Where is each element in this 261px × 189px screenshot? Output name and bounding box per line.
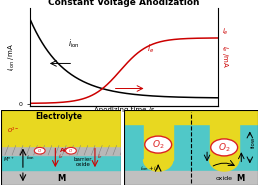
Text: barrier
oxide: barrier oxide xyxy=(74,157,92,167)
Text: M: M xyxy=(236,174,244,183)
Text: M: M xyxy=(57,174,66,183)
Bar xyxy=(1,110,121,146)
Text: Electrolyte: Electrolyte xyxy=(35,112,82,121)
Text: $O$: $O$ xyxy=(68,147,74,154)
Text: $i_e$: $i_e$ xyxy=(97,152,103,161)
Bar xyxy=(124,110,258,124)
Ellipse shape xyxy=(211,139,238,156)
Text: oxide: oxide xyxy=(216,176,233,181)
Bar xyxy=(1,155,121,170)
Text: $i_{\mathrm{ion}}+i_e$: $i_{\mathrm{ion}}+i_e$ xyxy=(140,164,159,173)
Text: $i_e$: $i_e$ xyxy=(146,43,154,55)
Wedge shape xyxy=(210,160,239,171)
Ellipse shape xyxy=(66,147,76,154)
Text: $O$: $O$ xyxy=(37,147,42,154)
Ellipse shape xyxy=(145,136,172,153)
X-axis label: Anodizing time /s: Anodizing time /s xyxy=(94,107,154,112)
Y-axis label: $i_{\mathrm{ion}}$ /mA: $i_{\mathrm{ion}}$ /mA xyxy=(7,43,17,70)
Bar xyxy=(144,124,173,160)
Title: Constant Voltage Anodization: Constant Voltage Anodization xyxy=(48,0,200,8)
Y-axis label: $i_e$ /mA: $i_e$ /mA xyxy=(219,45,229,68)
Text: flow: flow xyxy=(251,137,256,148)
Text: $i_{\mathrm{ion}}$: $i_{\mathrm{ion}}$ xyxy=(26,153,35,162)
Ellipse shape xyxy=(34,147,45,154)
Bar xyxy=(124,171,258,185)
Text: $O_2$: $O_2$ xyxy=(152,138,164,151)
Bar xyxy=(210,124,239,160)
Text: ACA: ACA xyxy=(60,148,74,153)
Text: $i_e$: $i_e$ xyxy=(222,27,228,37)
Wedge shape xyxy=(144,160,173,171)
Bar xyxy=(1,146,121,155)
Text: $i_e$: $i_e$ xyxy=(58,152,63,161)
Bar xyxy=(1,170,121,185)
Text: $O_2$: $O_2$ xyxy=(218,141,230,154)
Text: $O^{2-}$: $O^{2-}$ xyxy=(7,126,20,136)
Text: $M^{n+}$: $M^{n+}$ xyxy=(3,155,14,164)
Text: $i_{\mathrm{ion}}$: $i_{\mathrm{ion}}$ xyxy=(68,37,79,50)
